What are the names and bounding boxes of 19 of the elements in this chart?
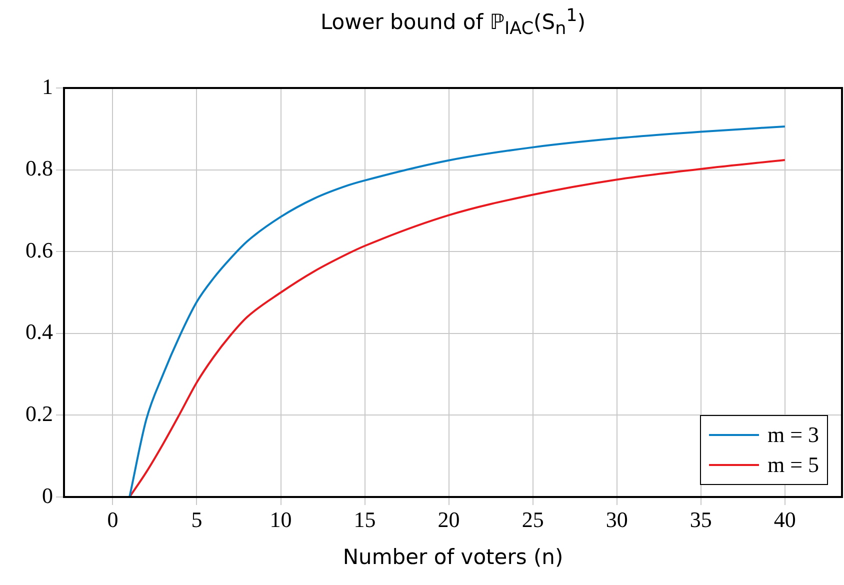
x-tick-label: 20 [438,506,460,532]
y-tick-label: 0 [42,482,53,508]
x-tick-label: 5 [191,506,202,532]
legend-label: m = 3 [767,421,819,449]
y-tick-label: 0.4 [26,319,53,344]
x-tick-label: 10 [270,506,292,532]
x-tick-label: 40 [774,506,796,532]
x-tick-label: 30 [606,506,628,532]
y-tick-label: 0.8 [26,156,53,181]
x-axis-title: Number of voters (n) [342,545,564,569]
y-tick-label: 0.6 [26,237,53,262]
x-tick-label: 25 [522,506,544,532]
chart-title: Lower bound of ℙ$_{IAC}$(S$_{n}$$^{1}$) [319,6,587,40]
x-tick-label: 15 [354,506,376,532]
x-tick-label: 0 [107,506,118,532]
y-tick-label: 1 [42,74,53,99]
x-tick-label: 35 [690,506,712,532]
y-tick-label: 0.2 [26,400,53,426]
legend-label: m = 5 [767,451,819,479]
